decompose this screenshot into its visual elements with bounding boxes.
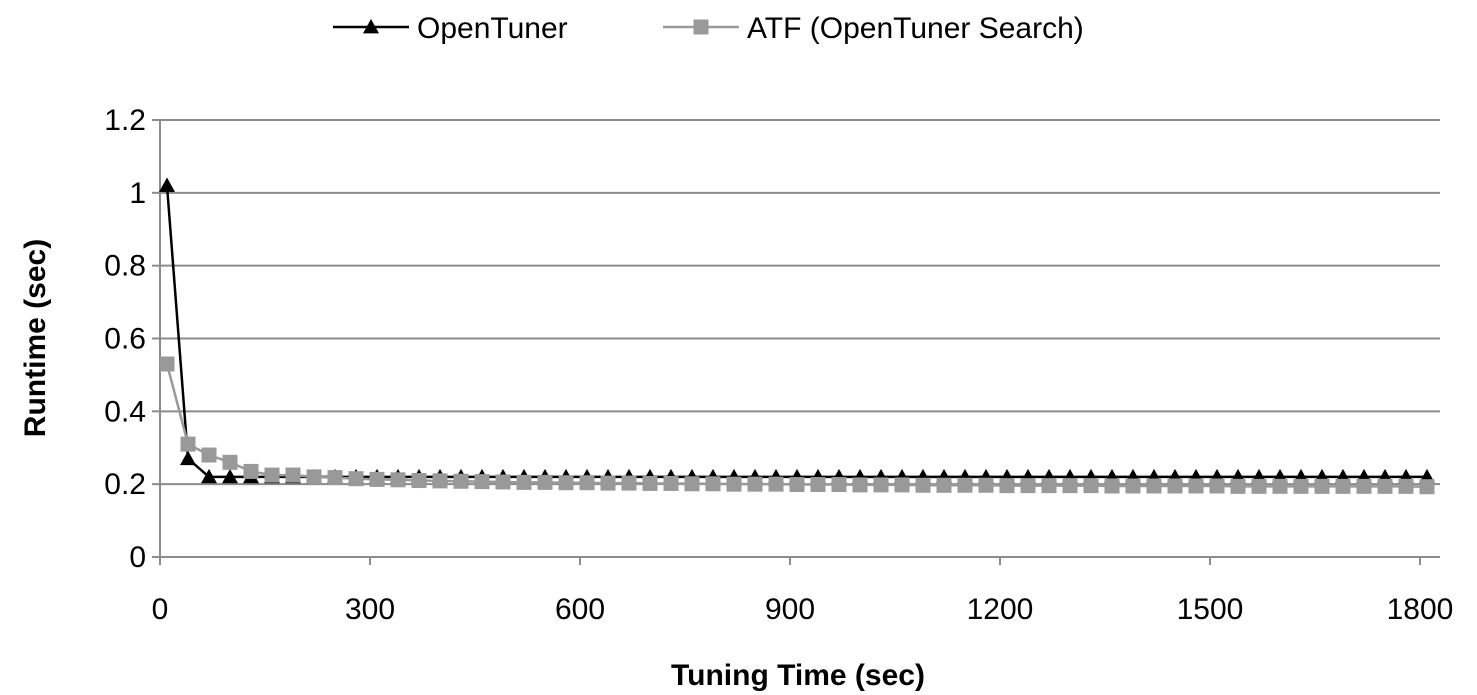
- x-tick-label: 1500: [1177, 593, 1244, 626]
- x-tick-label: 1800: [1387, 593, 1454, 626]
- data-point-atf: [285, 467, 301, 483]
- data-point-atf: [327, 470, 343, 486]
- y-tick-label: 0: [129, 541, 146, 574]
- x-tick-label: 0: [152, 593, 169, 626]
- data-point-atf: [1272, 478, 1288, 494]
- x-tick-label: 600: [555, 593, 605, 626]
- data-point-atf: [369, 471, 385, 487]
- gridlines: [160, 119, 1440, 486]
- data-point-atf: [390, 472, 406, 488]
- y-tick-label: 1: [129, 177, 146, 210]
- data-point-atf: [831, 477, 847, 493]
- data-point-atf: [201, 447, 217, 463]
- series-opentuner: [159, 177, 1435, 484]
- series-line-atf: [165, 363, 1428, 488]
- data-point-atf: [978, 477, 994, 493]
- data-point-atf: [579, 475, 595, 491]
- legend-label-opentuner: OpenTuner: [417, 12, 568, 45]
- y-axis-title: Runtime (sec): [19, 239, 52, 437]
- data-point-atf: [684, 476, 700, 492]
- y-tick-labels: 0 0.2 0.4 0.6 0.8 1 1.2: [104, 104, 146, 574]
- y-tick-label: 0.4: [104, 395, 146, 428]
- data-point-atf: [1020, 478, 1036, 494]
- data-point-atf: [1251, 478, 1267, 494]
- data-point-atf: [558, 475, 574, 491]
- data-point-atf: [1356, 478, 1372, 494]
- data-point-atf: [852, 477, 868, 493]
- data-point-atf: [621, 475, 637, 491]
- data-point-atf: [747, 476, 763, 492]
- data-point-atf: [432, 473, 448, 489]
- legend-marker-opentuner: [363, 19, 379, 34]
- data-point-atf: [1104, 478, 1120, 494]
- data-point-atf: [663, 475, 679, 491]
- data-point-atf: [1314, 478, 1330, 494]
- data-point-atf: [1125, 478, 1141, 494]
- data-point-atf: [1209, 478, 1225, 494]
- data-point-atf: [1419, 479, 1435, 495]
- x-tick-labels: 0 300 600 900 1200 1500 1800: [152, 593, 1454, 626]
- data-point-atf: [957, 477, 973, 493]
- series-layer: [159, 177, 1435, 495]
- data-point-atf: [222, 454, 238, 470]
- data-point-atf: [768, 476, 784, 492]
- data-point-atf: [915, 477, 931, 493]
- data-point-atf: [726, 476, 742, 492]
- y-tick-label: 0.2: [104, 468, 146, 501]
- data-point-atf: [453, 473, 469, 489]
- data-point-opentuner: [159, 177, 175, 192]
- data-point-atf: [1230, 478, 1246, 494]
- y-tick-label: 0.8: [104, 250, 146, 283]
- data-point-atf: [642, 475, 658, 491]
- y-tick-label: 1.2: [104, 104, 146, 137]
- legend-item-opentuner: OpenTuner: [333, 12, 568, 45]
- data-point-atf: [348, 471, 364, 487]
- data-point-atf: [537, 474, 553, 490]
- data-point-atf: [1041, 478, 1057, 494]
- legend-label-atf: ATF (OpenTuner Search): [747, 12, 1084, 45]
- series-line-opentuner: [165, 185, 1427, 479]
- data-point-atf: [180, 436, 196, 452]
- x-axis-title: Tuning Time (sec): [671, 659, 925, 692]
- data-point-atf: [1293, 478, 1309, 494]
- data-point-atf: [516, 474, 532, 490]
- data-point-atf: [1377, 478, 1393, 494]
- data-point-atf: [1167, 478, 1183, 494]
- data-point-atf: [999, 478, 1015, 494]
- y-tick-label: 0.6: [104, 323, 146, 356]
- x-tick-label: 900: [765, 593, 815, 626]
- legend-marker-atf: [693, 19, 709, 35]
- data-point-atf: [936, 477, 952, 493]
- data-point-atf: [159, 356, 175, 372]
- legend-item-atf: ATF (OpenTuner Search): [663, 12, 1084, 45]
- data-point-atf: [1188, 478, 1204, 494]
- x-tick-label: 1200: [967, 593, 1034, 626]
- data-point-atf: [411, 473, 427, 489]
- data-point-atf: [600, 475, 616, 491]
- data-point-opentuner: [201, 468, 217, 484]
- data-point-atf: [1146, 478, 1162, 494]
- data-point-atf: [705, 476, 721, 492]
- x-tick-label: 300: [345, 593, 395, 626]
- data-point-atf: [894, 477, 910, 493]
- data-point-opentuner: [180, 450, 196, 466]
- legend: OpenTuner ATF (OpenTuner Search): [333, 12, 1084, 45]
- data-point-atf: [1398, 478, 1414, 494]
- data-point-atf: [264, 467, 280, 483]
- data-point-atf: [810, 477, 826, 493]
- data-point-atf: [306, 469, 322, 485]
- data-point-atf: [1335, 478, 1351, 494]
- data-point-atf: [789, 477, 805, 493]
- data-point-atf: [873, 477, 889, 493]
- series-atf: [159, 356, 1435, 495]
- data-point-atf: [495, 474, 511, 490]
- data-point-atf: [1083, 478, 1099, 494]
- data-point-atf: [474, 474, 490, 490]
- data-point-atf: [243, 463, 259, 479]
- data-point-opentuner: [222, 468, 238, 484]
- axes: [152, 119, 1440, 565]
- data-point-atf: [1062, 478, 1078, 494]
